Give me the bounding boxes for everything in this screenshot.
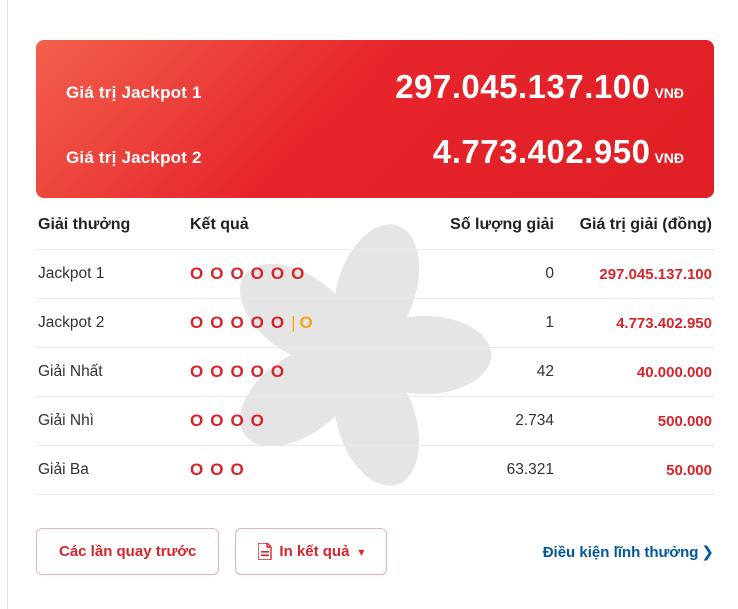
pdf-icon (258, 543, 273, 560)
prize-count: 63.321 (506, 461, 554, 478)
print-results-button[interactable]: In kết quả ▾ (235, 528, 388, 575)
result-circles: OOOOO|O (190, 313, 320, 332)
jackpot-banner: Giá trị Jackpot 1 297.045.137.100 VNĐ Giá… (36, 40, 714, 198)
caret-down-icon: ▾ (358, 544, 365, 559)
footer-actions: Các lần quay trước In kết quả ▾ Điều kiệ… (36, 528, 714, 575)
previous-draws-label: Các lần quay trước (59, 543, 197, 560)
table-row-third-prize: Giải Ba OOO 63.321 50.000 (36, 446, 714, 495)
jackpot2-amount: 4.773.402.950 VNĐ (433, 133, 684, 171)
prize-conditions-link[interactable]: Điều kiện lĩnh thưởng ❯ (543, 543, 714, 561)
prize-name: Jackpot 2 (38, 314, 105, 331)
prize-name: Giải Nhì (38, 412, 94, 429)
prize-count: 42 (536, 363, 554, 380)
table-row-second-prize: Giải Nhì OOOO 2.734 500.000 (36, 397, 714, 446)
header-prize: Giải thưởng (38, 215, 131, 233)
result-circles: OOOOO (190, 362, 292, 381)
header-value: Giá trị giải (đồng) (579, 215, 712, 233)
table-row-first-prize: Giải Nhất OOOOO 42 40.000.000 (36, 348, 714, 397)
jackpot2-currency: VNĐ (654, 149, 684, 166)
header-result: Kết quả (190, 215, 249, 233)
prize-value: 50.000 (666, 461, 712, 479)
jackpot1-currency: VNĐ (654, 84, 684, 101)
prize-value: 4.773.402.950 (616, 314, 712, 332)
result-circles: OOOO (190, 411, 271, 430)
prize-count: 0 (545, 265, 554, 282)
results-table: Giải thưởng Kết quả Số lượng giải Giá tr… (36, 200, 714, 495)
prize-value: 297.045.137.100 (599, 265, 712, 283)
header-count: Số lượng giải (450, 215, 554, 233)
jackpot1-label: Giá trị Jackpot 1 (66, 82, 202, 102)
prize-value: 500.000 (657, 412, 712, 430)
result-separator: | (291, 313, 300, 332)
prize-name: Jackpot 1 (38, 265, 105, 282)
prize-value: 40.000.000 (636, 363, 712, 381)
jackpot2-value: 4.773.402.950 (432, 132, 651, 170)
prize-name: Giải Nhất (38, 363, 103, 380)
previous-draws-button[interactable]: Các lần quay trước (36, 528, 220, 575)
chevron-right-icon: ❯ (701, 543, 714, 561)
table-row-jackpot2: Jackpot 2 OOOOO|O 1 4.773.402.950 (36, 299, 714, 348)
jackpot2-label: Giá trị Jackpot 2 (66, 147, 202, 167)
result-circles: OOO (190, 460, 251, 479)
result-bonus-circle: O (299, 313, 320, 332)
jackpot1-value: 297.045.137.100 (395, 67, 651, 105)
prize-conditions-label: Điều kiện lĩnh thưởng (542, 543, 699, 561)
jackpot1-amount: 297.045.137.100 VNĐ (395, 68, 684, 106)
jackpot1-row: Giá trị Jackpot 1 297.045.137.100 VNĐ (66, 68, 684, 106)
jackpot2-row: Giá trị Jackpot 2 4.773.402.950 VNĐ (66, 133, 684, 171)
prize-count: 1 (545, 314, 554, 331)
prize-count: 2.734 (515, 412, 554, 429)
prize-name: Giải Ba (38, 461, 89, 478)
table-row-jackpot1: Jackpot 1 OOOOOO 0 297.045.137.100 (36, 250, 714, 299)
print-results-label: In kết quả (279, 543, 350, 560)
table-header-row: Giải thưởng Kết quả Số lượng giải Giá tr… (36, 200, 714, 250)
result-circles: OOOOOO (190, 264, 312, 283)
